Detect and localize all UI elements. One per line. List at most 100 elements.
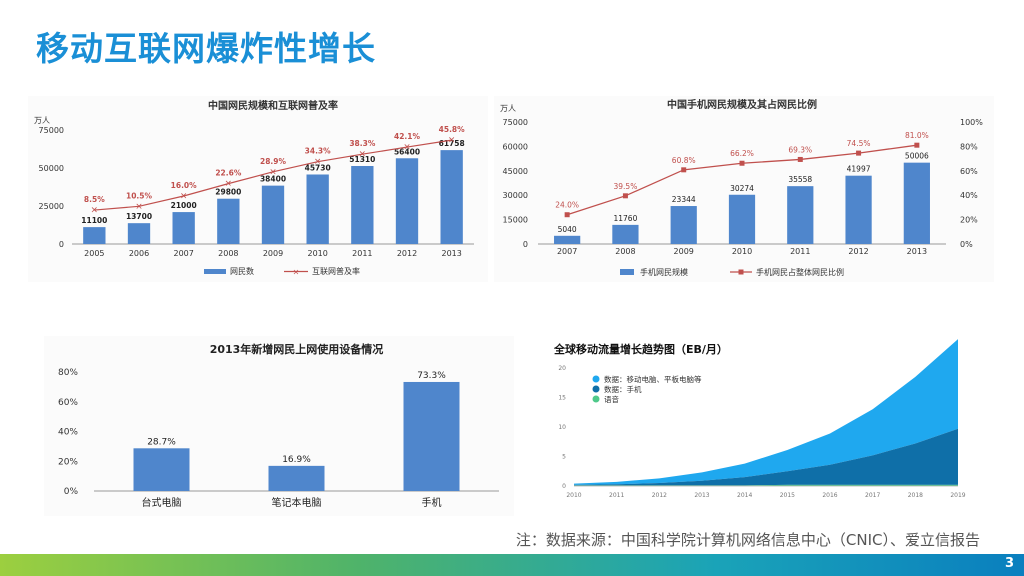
x-tick-label: 2019 [950, 492, 965, 499]
bar [172, 212, 195, 244]
legend-marker [738, 269, 744, 275]
bar-value-label: 51310 [349, 155, 375, 164]
y-tick-label: 15 [558, 395, 566, 402]
x-tick-label: 2010 [566, 492, 581, 499]
x-tick-label: 2016 [822, 492, 837, 499]
bar-value-label: 16.9% [282, 455, 311, 465]
y-tick-label: 0% [64, 487, 79, 497]
chart-title: 中国手机网民规模及其占网民比例 [667, 98, 817, 111]
legend-swatch [592, 385, 600, 393]
bar-value-label: 56400 [394, 147, 420, 156]
bar-value-label: 29800 [215, 188, 241, 197]
legend-label: 数据：手机 [604, 384, 642, 394]
y-tick-label: 60000 [503, 142, 528, 151]
x-tick-label: 2014 [737, 492, 752, 499]
y-axis-unit: 万人 [500, 104, 516, 113]
x-tick-label: 2007 [557, 247, 577, 256]
bar [728, 194, 756, 244]
bar [787, 186, 814, 244]
bar [83, 227, 106, 244]
x-tick-label: 2013 [907, 247, 927, 256]
y-tick-label: 75000 [503, 118, 528, 127]
chart-panel-1: 中国网民规模和互联网普及率 万人 0 25000 50000 75000 11100 2005… [28, 96, 488, 282]
y-tick-label: 15000 [503, 216, 528, 225]
line-value-label: 81.0% [905, 131, 929, 140]
bar-value-label: 13700 [126, 212, 152, 221]
y-tick-label: 25000 [39, 202, 64, 211]
y-tick-label: 45000 [503, 167, 528, 176]
line-marker [856, 150, 862, 156]
y-tick-label: 40% [58, 428, 78, 438]
device-usage-chart: 2013年新增网民上网使用设备情况 0% 20% 40% 60% 80% 28.7% 台式电脑… [58, 342, 499, 509]
line-marker [564, 212, 570, 218]
legend-label: 互联网普及率 [312, 266, 360, 276]
line-value-label: 28.9% [260, 157, 287, 166]
legend-label: 数据：移动电脑、平板电脑等 [604, 374, 702, 384]
bar [440, 150, 463, 244]
y2-tick-label: 20% [960, 216, 978, 225]
line-value-label: 8.5% [84, 195, 105, 204]
line-marker [797, 156, 803, 162]
legend-label: 手机网民占整体网民比例 [756, 267, 844, 277]
line-marker: × [359, 150, 367, 160]
x-tick-label: 2012 [397, 249, 417, 258]
line-marker: × [448, 136, 456, 146]
y-tick-label: 60% [58, 398, 78, 408]
bar-value-label: 41997 [847, 165, 871, 174]
line-value-label: 69.3% [788, 145, 812, 154]
legend-swatch-bar [620, 269, 634, 275]
x-tick-label: 笔记本电脑 [272, 496, 322, 509]
x-tick-label: 2008 [615, 247, 635, 256]
y-tick-label: 0 [562, 483, 566, 490]
line-value-label: 74.5% [847, 139, 871, 148]
y-tick-label: 30000 [503, 191, 528, 200]
bar [845, 175, 872, 244]
chart-title: 中国网民规模和互联网普及率 [208, 99, 338, 112]
line-marker: × [269, 167, 277, 177]
x-tick-label: 2017 [865, 492, 880, 499]
legend-swatch [592, 395, 600, 403]
source-note: 注：数据来源：中国科学院计算机网络信息中心（CNIC）、爱立信报告 [515, 531, 980, 549]
legend-label: 手机网民规模 [640, 267, 688, 277]
line-marker: × [135, 202, 143, 212]
y-tick-label: 0 [59, 240, 64, 249]
line-marker [739, 160, 745, 166]
bar [261, 185, 285, 244]
bar-value-label: 35558 [788, 175, 812, 184]
line-marker: × [314, 157, 322, 167]
bar [612, 224, 639, 244]
bar [127, 223, 151, 244]
bar [403, 381, 460, 491]
line-value-label: 42.1% [394, 132, 421, 141]
chart-panel-2: 中国手机网民规模及其占网民比例 万人 0 15000 30000 45000 60000 75… [494, 96, 994, 282]
bar [268, 465, 325, 491]
area-handset [574, 428, 958, 486]
y-tick-label: 5 [562, 454, 566, 461]
legend-label: 语音 [604, 394, 619, 404]
y-tick-label: 50000 [39, 164, 64, 173]
line-marker: × [225, 179, 233, 189]
bar-value-label: 50006 [905, 152, 929, 161]
bar-value-label: 38400 [260, 175, 286, 184]
y-tick-label: 20% [58, 457, 78, 467]
chart-title: 2013年新增网民上网使用设备情况 [210, 342, 384, 356]
x-tick-label: 2009 [674, 247, 694, 256]
bar-value-label: 45730 [305, 163, 331, 172]
y-tick-label: 20 [558, 365, 566, 372]
x-tick-label: 2011 [609, 492, 624, 499]
x-tick-label: 2018 [908, 492, 923, 499]
bar [395, 158, 419, 244]
y-tick-label: 10 [558, 424, 566, 431]
line-value-label: 60.8% [672, 156, 696, 165]
series-line-penetration [94, 139, 452, 211]
x-tick-label: 2008 [218, 249, 238, 258]
chart-panel-3: 2013年新增网民上网使用设备情况 0% 20% 40% 60% 80% 28.7% 台式电脑… [44, 336, 514, 516]
legend-swatch-bar [204, 269, 226, 274]
chart-panel-4: 全球移动流量增长趋势图（EB/月） 0 5 10 15 20 2010 2011 2012 201… [540, 336, 970, 512]
mobile-users-chart: 中国手机网民规模及其占网民比例 万人 0 15000 30000 45000 60000 75… [500, 98, 983, 277]
bar-value-label: 11100 [81, 216, 107, 225]
line-value-label: 45.8% [439, 125, 466, 134]
chart-title: 全球移动流量增长趋势图（EB/月） [553, 342, 728, 356]
y2-tick-label: 60% [960, 167, 978, 176]
